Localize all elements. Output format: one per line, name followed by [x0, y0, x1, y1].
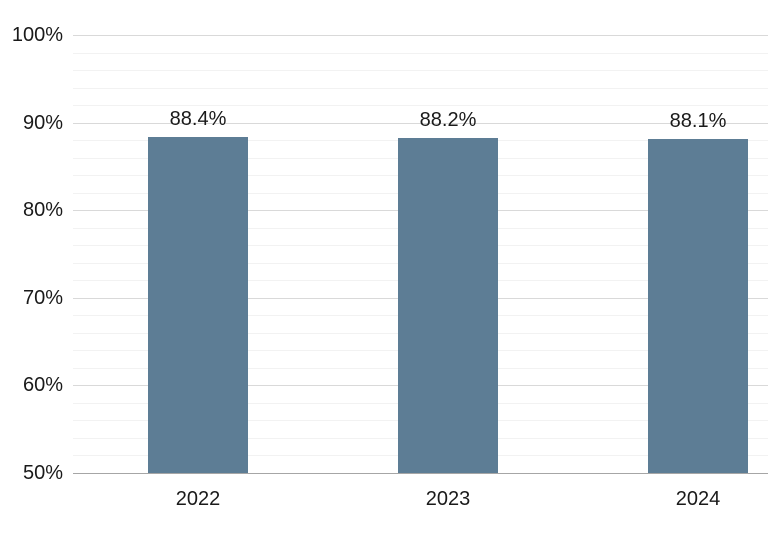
plot-area: 88.4% 88.2% 88.1%	[73, 35, 768, 474]
x-tick-label: 2024	[675, 488, 721, 510]
y-tick-label: 60%	[22, 374, 63, 397]
minor-gridline	[73, 87, 768, 89]
y-tick-label: 50%	[22, 462, 63, 484]
major-gridline	[73, 35, 768, 36]
bar-value-label: 88.2%	[419, 109, 477, 132]
bar-2022	[148, 136, 248, 473]
y-tick-label: 80%	[22, 199, 63, 222]
minor-gridline	[73, 52, 768, 54]
x-tick-label: 2023	[425, 488, 471, 510]
major-gridline	[73, 122, 768, 124]
x-axis-line	[73, 472, 768, 474]
x-tick-label: 2022	[175, 488, 221, 510]
y-tick-label: 100%	[11, 24, 63, 46]
bar-value-label: 88.4%	[169, 107, 227, 130]
y-tick-label: 70%	[22, 286, 63, 309]
minor-gridline	[73, 70, 768, 72]
bar-2024	[648, 139, 748, 473]
bar-2023	[398, 138, 498, 473]
y-axis: 100% 90% 80% 70% 60% 50%	[0, 24, 63, 484]
x-axis: 2022 2023 2024	[73, 473, 768, 518]
y-tick-label: 90%	[22, 111, 63, 134]
minor-gridline	[73, 105, 768, 107]
bar-value-label: 88.1%	[669, 110, 727, 133]
